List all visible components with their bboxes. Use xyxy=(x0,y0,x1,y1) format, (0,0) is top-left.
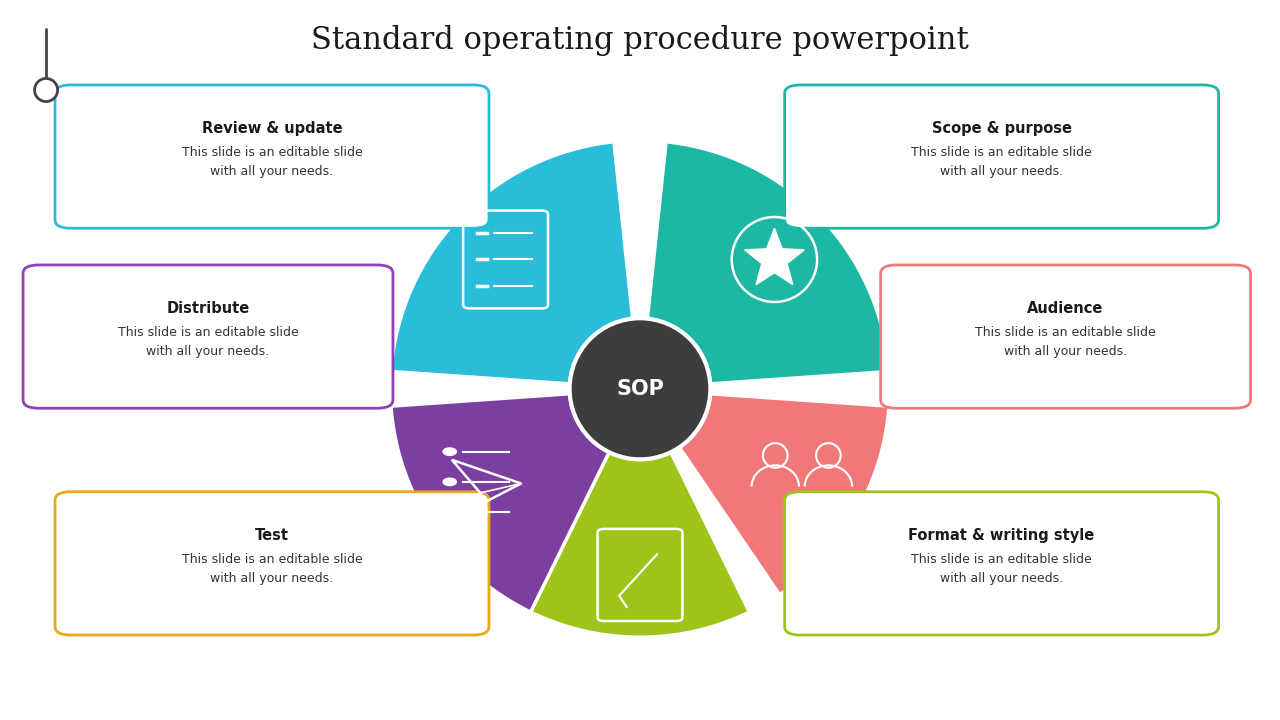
Circle shape xyxy=(443,508,457,516)
Text: This slide is an editable slide
with all your needs.: This slide is an editable slide with all… xyxy=(975,326,1156,359)
Text: Standard operating procedure powerpoint: Standard operating procedure powerpoint xyxy=(311,25,969,56)
Text: This slide is an editable slide
with all your needs.: This slide is an editable slide with all… xyxy=(911,553,1092,585)
Text: Distribute: Distribute xyxy=(166,301,250,316)
FancyBboxPatch shape xyxy=(785,85,1219,228)
Polygon shape xyxy=(680,394,890,595)
Polygon shape xyxy=(648,142,890,384)
Circle shape xyxy=(443,478,457,485)
FancyBboxPatch shape xyxy=(881,265,1251,408)
Polygon shape xyxy=(531,452,749,637)
FancyBboxPatch shape xyxy=(785,492,1219,635)
Text: Scope & purpose: Scope & purpose xyxy=(932,121,1071,136)
Text: This slide is an editable slide
with all your needs.: This slide is an editable slide with all… xyxy=(182,553,362,585)
Text: This slide is an editable slide
with all your needs.: This slide is an editable slide with all… xyxy=(911,146,1092,179)
Polygon shape xyxy=(390,142,632,384)
Text: Review & update: Review & update xyxy=(202,121,342,136)
Polygon shape xyxy=(745,228,804,284)
Text: This slide is an editable slide
with all your needs.: This slide is an editable slide with all… xyxy=(182,146,362,179)
Polygon shape xyxy=(390,394,609,612)
Text: This slide is an editable slide
with all your needs.: This slide is an editable slide with all… xyxy=(118,326,298,359)
Ellipse shape xyxy=(570,318,710,459)
Circle shape xyxy=(443,448,457,456)
Text: Audience: Audience xyxy=(1028,301,1103,316)
Text: SOP: SOP xyxy=(616,379,664,399)
Text: Format & writing style: Format & writing style xyxy=(909,528,1094,543)
Ellipse shape xyxy=(35,78,58,102)
FancyBboxPatch shape xyxy=(55,85,489,228)
FancyBboxPatch shape xyxy=(55,492,489,635)
FancyBboxPatch shape xyxy=(23,265,393,408)
Text: Test: Test xyxy=(255,528,289,543)
Polygon shape xyxy=(390,394,600,595)
